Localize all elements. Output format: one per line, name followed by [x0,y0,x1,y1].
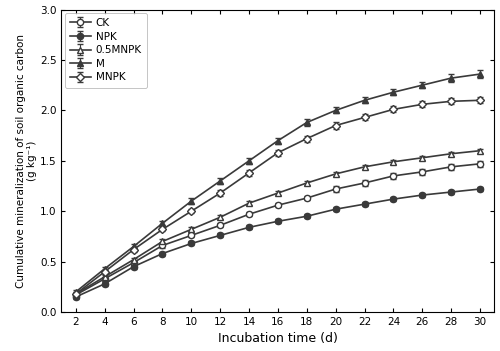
X-axis label: Incubation time (d): Incubation time (d) [218,332,338,345]
Y-axis label: Cumulative mineralization of soil organic carbon
(g kg⁻¹): Cumulative mineralization of soil organi… [16,34,37,288]
Legend: CK, NPK, 0.5MNPK, M, MNPK: CK, NPK, 0.5MNPK, M, MNPK [64,13,147,88]
